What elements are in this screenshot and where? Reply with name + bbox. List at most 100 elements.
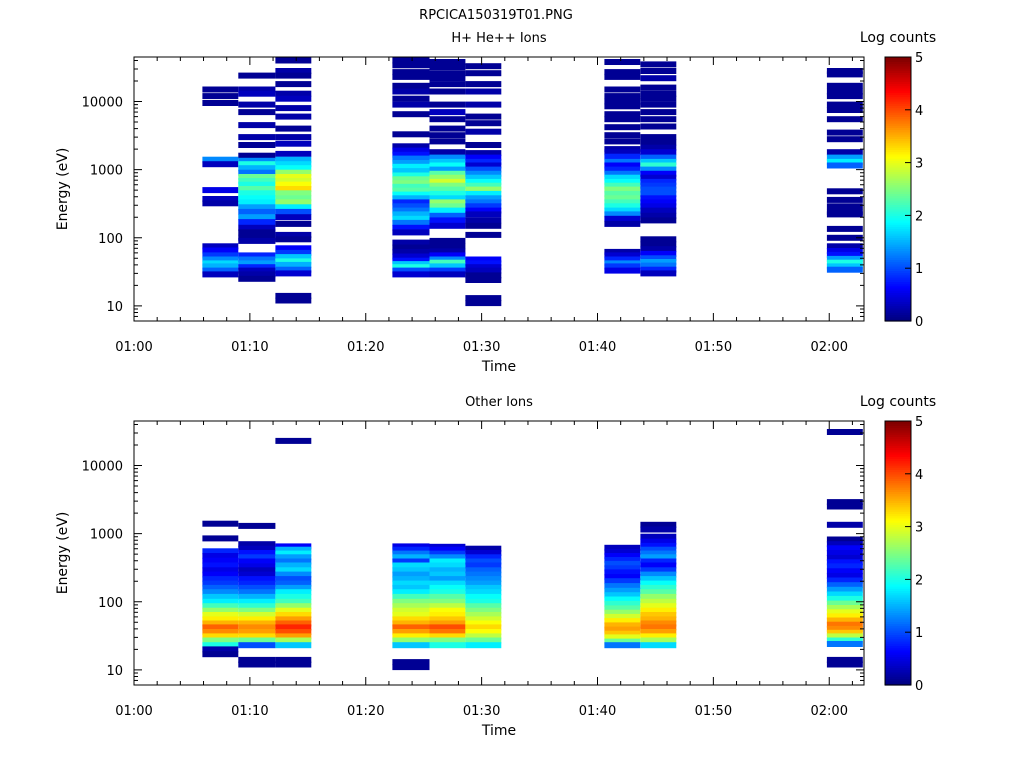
- data-cell: [238, 598, 276, 605]
- data-cell: [392, 593, 430, 600]
- data-cell: [238, 633, 276, 640]
- colorbar-swatch: [885, 312, 911, 315]
- colorbar-swatch: [885, 288, 911, 291]
- data-cell: [465, 142, 502, 148]
- data-cell: [392, 101, 430, 108]
- colorbar-swatch: [885, 636, 911, 640]
- y-tick-label: 1000: [90, 528, 123, 543]
- x-tick-label: 01:00: [115, 704, 152, 719]
- data-cell: [465, 272, 502, 279]
- data-cell: [640, 123, 677, 130]
- data-cell: [275, 199, 312, 206]
- colorbar-swatch: [885, 528, 911, 532]
- data-cell: [604, 565, 641, 572]
- data-cell: [465, 231, 502, 238]
- data-cell: [202, 252, 239, 259]
- data-cell: [275, 603, 312, 610]
- data-cell: [275, 543, 312, 550]
- data-cell: [392, 224, 430, 231]
- data-cell: [604, 153, 641, 160]
- data-cell: [640, 571, 677, 578]
- data-cell: [640, 68, 677, 74]
- colorbar-swatch: [885, 559, 911, 563]
- data-cell: [640, 158, 677, 165]
- colorbar-swatch: [885, 467, 911, 470]
- data-cell: [429, 624, 466, 631]
- colorbar-swatch: [885, 219, 911, 223]
- data-cell: [604, 626, 641, 633]
- colorbar-swatch: [885, 204, 911, 208]
- data-cell: [640, 576, 677, 583]
- colorbar-swatch: [885, 57, 911, 60]
- data-cell: [604, 199, 641, 206]
- colorbar-tick-label: 5: [915, 415, 923, 430]
- data-cell: [392, 607, 430, 614]
- colorbar-tick-label: 5: [915, 51, 923, 66]
- colorbar-swatch: [885, 224, 911, 227]
- data-cell: [275, 571, 312, 578]
- data-cell: [429, 64, 466, 71]
- data-cell: [429, 154, 466, 161]
- data-cell: [826, 629, 863, 636]
- colorbar-swatch: [885, 296, 911, 300]
- data-cell: [429, 174, 466, 181]
- data-cell: [275, 550, 312, 557]
- data-cell: [238, 109, 276, 116]
- data-cell: [640, 607, 677, 614]
- data-cell: [640, 139, 677, 146]
- data-cell: [826, 93, 863, 100]
- data-cell: [202, 187, 239, 194]
- data-cell: [465, 554, 502, 561]
- data-cell: [392, 88, 430, 95]
- data-cell: [604, 613, 641, 620]
- colorbar-swatch: [885, 632, 911, 635]
- colorbar-swatch: [885, 531, 911, 534]
- data-cell: [429, 199, 466, 206]
- data-cell: [392, 211, 430, 218]
- data-cell: [202, 598, 239, 605]
- data-cell: [238, 142, 276, 148]
- data-cell: [392, 131, 430, 138]
- data-cell: [826, 536, 863, 543]
- colorbar-swatch: [885, 316, 911, 320]
- x-tick-label: 02:00: [811, 704, 848, 719]
- data-cell: [392, 257, 430, 264]
- colorbar-swatch: [885, 572, 911, 576]
- data-cell: [275, 576, 312, 583]
- colorbar-swatch: [885, 645, 911, 649]
- data-cell: [465, 589, 502, 596]
- data-cell: [465, 70, 502, 77]
- colorbar-swatch: [885, 151, 911, 155]
- data-cell: [640, 90, 677, 97]
- colorbar-swatch: [885, 535, 911, 539]
- data-cell: [640, 521, 677, 528]
- data-cell: [826, 234, 863, 241]
- data-cell: [275, 261, 312, 268]
- colorbar-swatch: [885, 533, 911, 536]
- data-cell: [275, 589, 312, 596]
- data-cell: [826, 577, 863, 584]
- colorbar-swatch: [885, 588, 911, 591]
- colorbar-swatch: [885, 627, 911, 631]
- colorbar-swatch: [885, 158, 911, 161]
- colorbar-swatch: [885, 425, 911, 429]
- data-cell: [604, 186, 641, 193]
- data-cell: [275, 254, 312, 261]
- data-cell: [465, 260, 502, 267]
- data-cell: [826, 71, 863, 78]
- colorbar-swatch: [885, 281, 911, 285]
- data-cell: [826, 196, 863, 203]
- data-cell: [392, 73, 430, 80]
- data-cell: [275, 598, 312, 605]
- data-cell: [392, 633, 430, 640]
- data-cell: [275, 245, 312, 252]
- x-tick-label: 01:10: [231, 704, 268, 719]
- data-cell: [604, 207, 641, 214]
- colorbar-swatch: [885, 438, 911, 442]
- data-cell: [202, 567, 239, 574]
- data-cell: [826, 617, 863, 624]
- colorbar-swatch: [885, 149, 911, 153]
- data-cell: [392, 589, 430, 596]
- colorbar-swatch: [885, 314, 911, 318]
- colorbar-frame: [884, 420, 912, 686]
